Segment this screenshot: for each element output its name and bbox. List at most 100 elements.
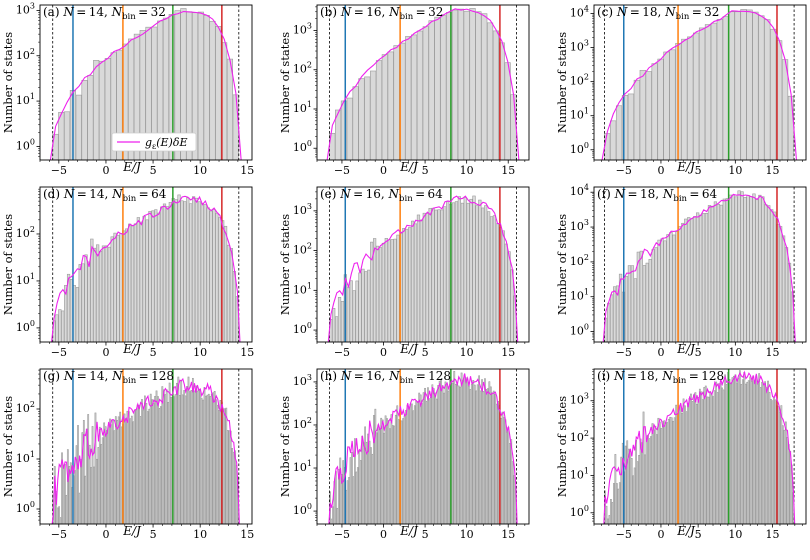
histogram-bar <box>466 202 470 342</box>
histogram-bar <box>704 24 712 160</box>
x-axis-label: E/J <box>122 342 142 356</box>
x-tick-label: 5 <box>150 346 157 359</box>
histogram-bar <box>440 378 443 524</box>
histogram-bar <box>482 391 485 524</box>
histogram-bar <box>740 191 744 342</box>
histogram-bar <box>475 11 482 160</box>
histogram-bar <box>503 417 505 524</box>
histogram-bar <box>762 384 765 524</box>
histogram-bar <box>194 197 199 342</box>
x-tick-label: 0 <box>102 164 109 177</box>
histogram-bar <box>145 402 148 524</box>
histogram-bar <box>419 394 422 524</box>
histogram-bar <box>138 404 140 524</box>
histogram-bar <box>389 428 391 524</box>
histogram-bar <box>383 432 386 524</box>
histogram-bar <box>367 269 371 342</box>
histogram-bar <box>206 207 210 342</box>
x-tick-label: −5 <box>616 164 632 177</box>
histogram-bar <box>390 414 393 524</box>
histogram-bar <box>135 410 138 524</box>
histogram-bar <box>654 247 658 342</box>
histogram-bar <box>218 217 222 342</box>
histogram-bar <box>669 49 676 160</box>
panel-label: (g) N = 14, Nbin = 128 <box>43 369 174 386</box>
histogram-bar <box>716 392 719 524</box>
histogram-bar <box>642 411 645 524</box>
histogram-bar <box>443 206 447 342</box>
histogram-bar <box>607 518 609 524</box>
histogram-bar <box>110 424 113 524</box>
histogram-bar <box>101 245 106 342</box>
histogram-bar <box>454 201 459 342</box>
histogram-bar <box>186 197 190 342</box>
histogram-bar <box>178 395 181 524</box>
histogram-bar <box>669 416 672 524</box>
histogram-bar <box>647 434 649 524</box>
histogram-bar <box>638 455 640 524</box>
histogram-bar <box>416 30 423 160</box>
x-tick-label: 5 <box>422 164 429 177</box>
histogram-bar <box>430 396 432 524</box>
legend-box <box>111 132 197 152</box>
histogram-bar <box>787 444 790 524</box>
histogram-bar <box>393 238 397 342</box>
histogram-bar <box>501 411 504 524</box>
x-tick-label: 5 <box>695 528 702 541</box>
histogram-bar <box>501 230 505 342</box>
histogram-bar <box>424 387 426 524</box>
histogram-bar <box>734 196 738 342</box>
histogram-bar <box>107 246 111 342</box>
histogram-bar <box>212 209 216 342</box>
histogram-bar <box>780 405 783 524</box>
histogram-bar <box>491 392 494 524</box>
histogram-bar <box>713 201 718 342</box>
histogram-bar <box>129 418 132 524</box>
histogram-bar <box>443 392 445 524</box>
histogram-bar <box>697 396 700 524</box>
y-axis-label: Number of states <box>555 396 569 497</box>
histogram-bar <box>97 447 100 524</box>
x-tick-label: −5 <box>334 528 350 541</box>
histogram-bar <box>685 411 688 524</box>
histogram-bar <box>753 381 756 524</box>
histogram-bar <box>130 415 133 524</box>
histogram-bar <box>667 418 670 524</box>
histogram-bar <box>234 450 236 524</box>
histogram-bar <box>216 404 219 524</box>
histogram-bar <box>128 223 132 342</box>
histogram-bar <box>618 482 621 524</box>
histogram-bar <box>715 381 718 524</box>
y-tick-label: 100 <box>570 504 589 519</box>
histogram-bar <box>505 431 508 524</box>
histogram-bar <box>352 476 355 524</box>
histogram-bar <box>190 390 193 524</box>
histogram-bar <box>428 208 432 342</box>
histogram-bar <box>765 387 768 524</box>
histogram-bar <box>495 223 499 342</box>
histogram-bar <box>165 389 168 524</box>
histogram-bar <box>162 389 165 524</box>
histogram-bar <box>626 440 629 524</box>
histogram-bar <box>451 382 454 524</box>
histogram-bar <box>678 226 682 342</box>
histogram-bar <box>630 458 633 524</box>
histogram-bar <box>126 410 129 524</box>
histogram-bar <box>610 499 612 524</box>
histogram-bar <box>755 198 759 342</box>
histogram-bar <box>614 454 617 524</box>
histogram-bar <box>415 400 418 524</box>
histogram-bar <box>402 418 405 524</box>
histogram-bar <box>96 458 98 524</box>
histogram-bar <box>462 380 464 524</box>
histogram-bar <box>397 419 400 524</box>
histogram-bar <box>784 421 787 524</box>
histogram-bar <box>636 461 639 524</box>
histogram-bar <box>203 387 206 524</box>
histogram-bar <box>200 203 204 342</box>
histogram-bar <box>98 60 106 160</box>
histogram-bar <box>151 399 154 524</box>
histogram-bar <box>488 381 491 524</box>
